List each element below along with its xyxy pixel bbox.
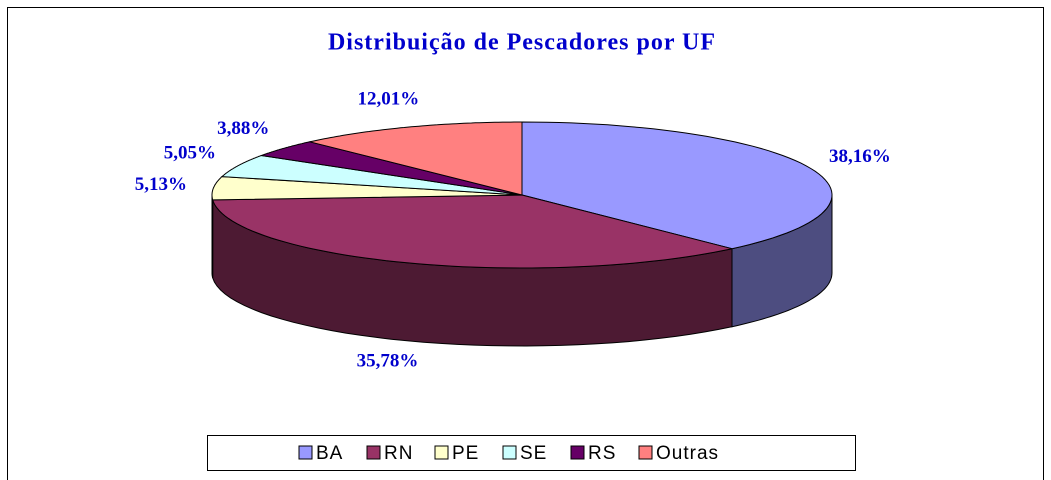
legend-swatch [298, 445, 313, 460]
legend-label: RS [588, 443, 616, 464]
pie-slice [521, 121, 833, 250]
legend-label: BA [316, 443, 343, 464]
legend-box [207, 435, 856, 471]
legend-label: PE [452, 443, 479, 464]
legend-swatch [502, 445, 517, 460]
pie-slice [211, 194, 733, 269]
data-label: 35,78% [357, 351, 419, 372]
data-label: 38,16% [829, 146, 891, 167]
pie-slice [259, 141, 523, 196]
legend-swatch [366, 445, 381, 460]
legend-label: Outras [656, 443, 719, 464]
data-label: 5,05% [164, 142, 216, 163]
data-label: 5,13% [135, 174, 187, 195]
legend-label: RN [384, 443, 413, 464]
pie-slice [309, 121, 523, 196]
legend-swatch [434, 445, 449, 460]
chart-title: Distribuição de Pescadores por UF [328, 30, 716, 56]
data-label: 12,01% [358, 88, 420, 109]
pie-slice [220, 154, 523, 196]
legend-swatch [570, 445, 585, 460]
data-label: 3,88% [217, 118, 269, 139]
legend-label: SE [520, 443, 547, 464]
legend-swatch [638, 445, 653, 460]
pie-side [211, 195, 214, 279]
pie-slice [211, 176, 523, 201]
